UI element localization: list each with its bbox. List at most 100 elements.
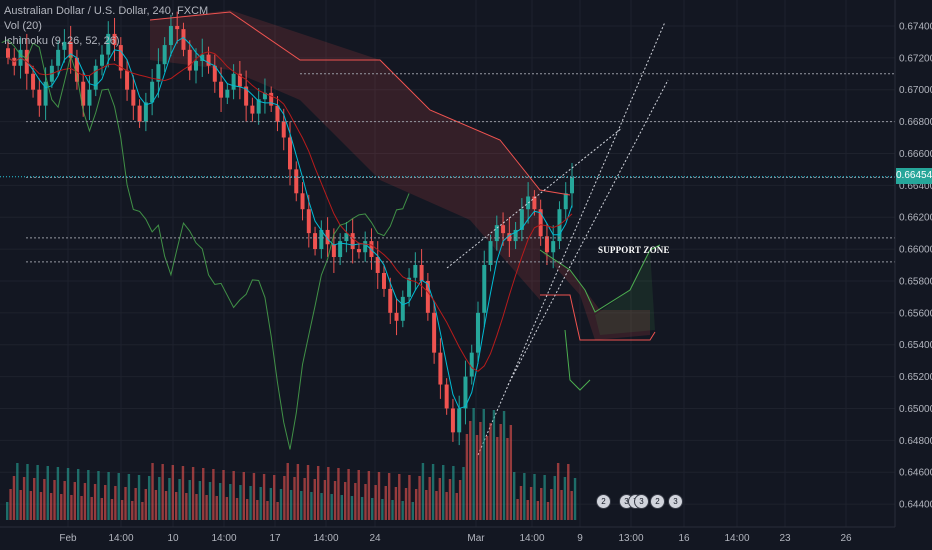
volume-bar [546,502,550,520]
volume-bar [556,463,560,520]
volume-bar [489,423,492,520]
candle [250,105,255,114]
volume-bar [300,491,303,520]
volume-bar [232,471,235,520]
volume-bar [158,477,161,520]
candle [125,70,130,90]
ichimoku-legend[interactable]: Ichimoku (9, 26, 52, 26) [4,35,120,47]
candle [325,229,330,245]
volume-bar [181,466,185,520]
candle [388,288,393,313]
volume-bar [523,473,526,520]
volume-bar [316,466,320,520]
volume-bar [377,472,381,520]
candle [532,196,537,210]
price-tick-label: 0.66600 [899,149,932,160]
volume-bar [22,477,26,520]
volume-bar [90,497,93,520]
candle [375,257,380,273]
price-tick-label: 0.65800 [899,276,932,287]
price-tick-label: 0.66200 [899,213,932,224]
volume-bar [431,464,435,520]
candle [219,81,224,98]
volume-bar [347,469,350,520]
time-tick-label: 13:00 [618,533,643,544]
time-tick-label: 16 [678,533,690,544]
volume-bar [567,464,570,520]
event-marker[interactable]: 2 [650,494,665,509]
time-tick-label: 14:00 [724,533,749,544]
ichimoku-cloud-future-bear [540,250,650,340]
candle [206,54,211,66]
volume-bar [360,497,364,520]
candle [137,105,142,122]
volume-bar [529,487,533,520]
volume-bar [438,478,442,520]
candle [469,352,474,377]
volume-bar [73,482,76,520]
event-marker[interactable]: 3 [634,494,649,509]
volume-bar [262,474,266,520]
volume-bar [259,487,262,520]
candle [31,73,36,90]
price-tick-label: 0.65600 [899,308,932,319]
volume-bar [482,409,485,520]
volume-bar [161,464,164,520]
volume-bar [496,437,499,520]
volume-bar [39,492,43,520]
volume-bar [411,502,414,520]
volume-bar [499,424,502,520]
time-tick-label: 10 [167,533,179,544]
volume-legend[interactable]: Vol (20) [4,20,42,32]
ichimoku-cloud-future-bull [595,250,655,335]
volume-bar [266,501,269,520]
volume-bar [83,483,87,520]
candle [37,89,42,106]
candle [538,209,543,237]
volume-bar [313,479,316,520]
candle [369,241,374,258]
candle [112,33,117,46]
candle [400,296,405,321]
volume-bar [323,480,327,520]
candle [100,54,104,66]
event-marker[interactable]: 2 [596,494,611,509]
volume-bar [553,476,556,520]
time-tick-label: 26 [840,533,852,544]
volume-bar [198,481,202,520]
volume-bar [188,480,191,520]
time-tick-label: 17 [269,533,281,544]
candle [194,61,198,71]
volume-bar [76,469,80,520]
volume-bar [543,475,546,520]
candle [162,45,167,65]
volume-bar [127,474,131,520]
volume-bar [462,467,465,520]
volume-bar [46,466,49,520]
volume-bar [452,466,455,520]
price-tick-label: 0.64600 [899,468,932,479]
time-tick-label: 23 [779,533,791,544]
time-tick-label: 14:00 [313,533,338,544]
volume-bar [320,493,323,520]
volume-bar [469,421,472,520]
volume-bar [70,495,73,520]
volume-bar [93,484,97,520]
volume-bar [147,476,151,520]
trend-line-channel [446,127,623,269]
volume-bar [191,467,195,520]
span-a-lower [564,329,591,391]
volume-bar [154,490,158,520]
volume-bar [371,498,374,520]
candle [350,233,355,250]
candle [306,209,311,234]
event-marker[interactable]: 3 [668,494,683,509]
volume-bar [414,489,418,520]
volume-bar [475,435,479,520]
volume-bar [364,484,367,520]
volume-bar [242,472,245,520]
volume-bar [107,472,110,520]
symbol-legend[interactable]: Australian Dollar / U.S. Dollar, 240, FX… [4,5,209,17]
volume-bar [398,474,401,520]
